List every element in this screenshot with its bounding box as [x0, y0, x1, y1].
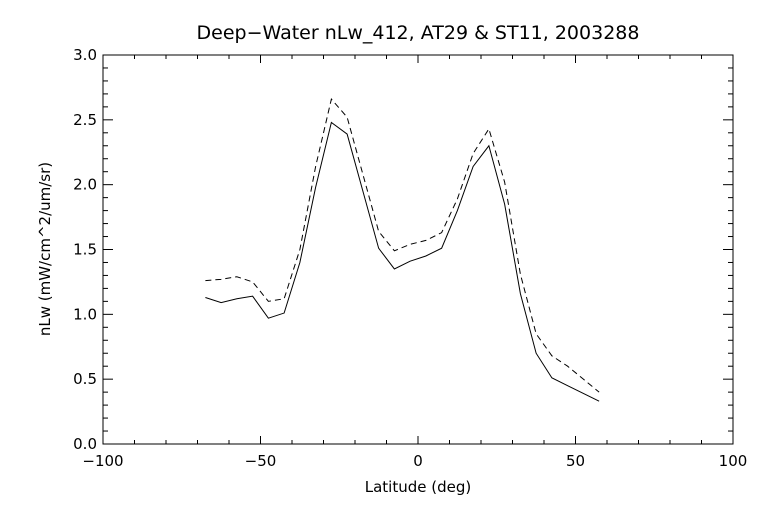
x-tick-label: 100: [719, 452, 748, 470]
y-tick-label: 0.5: [73, 370, 97, 388]
x-tick-label: −50: [245, 452, 277, 470]
x-tick-label: −100: [82, 452, 123, 470]
axis-ticks: [102, 54, 734, 445]
series-line-solid: [205, 121, 600, 402]
y-tick-label: 1.5: [73, 241, 97, 259]
y-tick-label: 2.5: [73, 111, 97, 129]
series-line-dashed: [205, 98, 600, 393]
x-tick-label: 50: [566, 452, 585, 470]
y-axis-label: nLw (mW/cm^2/um/sr): [36, 162, 54, 336]
tick-labels: −100 −50 0 50 100 0.0 0.5 1.0 1.5 2.0 2.5 3.0: [73, 46, 747, 470]
chart-title: Deep−Water nLw_412, AT29 & ST11, 2003288: [197, 22, 640, 44]
y-tick-label: 2.0: [73, 176, 97, 194]
series-group: [205, 98, 600, 402]
y-tick-label: 3.0: [73, 46, 97, 64]
y-tick-label: 0.0: [73, 435, 97, 453]
x-axis-label: Latitude (deg): [365, 478, 471, 496]
y-tick-label: 1.0: [73, 305, 97, 323]
x-tick-label: 0: [413, 452, 423, 470]
plot-frame: [102, 54, 734, 445]
